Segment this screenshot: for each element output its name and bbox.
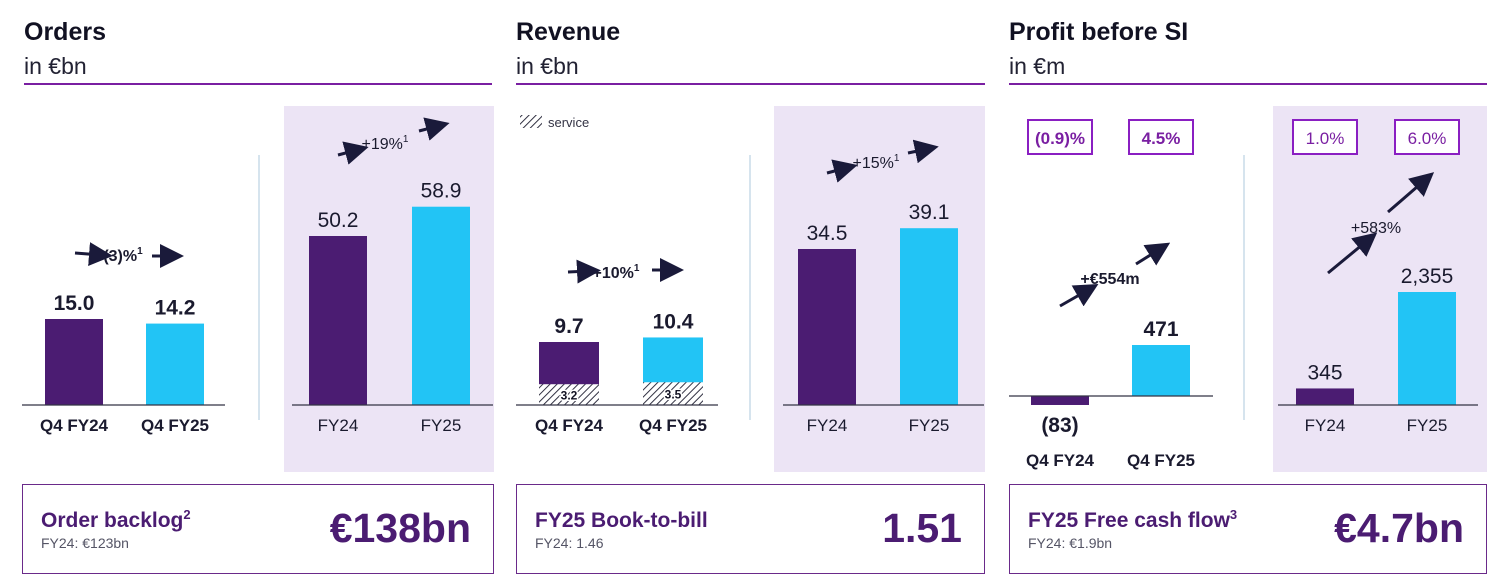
kpi-subtext: FY24: 1.46 [535,535,604,551]
change-label: +583% [1351,220,1401,237]
profit-unit: in €m [1009,53,1066,79]
revenue-unit: in €bn [516,53,579,79]
service-label: 3.2 [561,389,578,403]
margin-label: (0.9)% [1035,129,1085,148]
profit-rule [1009,83,1487,85]
value-label: 58.9 [421,180,462,203]
kpi-subtext: FY24: €123bn [41,535,129,551]
kpi-value: 1.51 [882,505,962,551]
value-label: 50.2 [318,209,359,232]
kpi-free-cash-flow: FY25 Free cash flow3 FY24: €1.9bn €4.7bn [1009,484,1487,574]
change-arrow [74,242,113,267]
bar-q4-fy24 [45,319,103,405]
category-label: FY25 [1407,416,1448,435]
category-label: Q4 FY25 [141,416,209,435]
change-arrow [567,259,601,284]
change-label: +10%1 [593,263,640,282]
kpi-value: €138bn [329,505,471,551]
change-arrow [337,141,369,165]
service-legend-swatch [520,115,542,128]
category-label: Q4 FY24 [535,416,604,435]
bar-fy25 [1398,292,1456,405]
value-label: 345 [1307,361,1342,384]
change-arrow [1387,172,1435,214]
value-label: 39.1 [909,201,950,224]
service-segment [643,382,703,405]
bar-fy24 [309,236,367,405]
value-label: 14.2 [155,297,196,320]
value-label: 9.7 [554,315,583,338]
kpi-label: FY25 Book-to-bill [535,509,708,532]
category-label: Q4 FY24 [40,416,109,435]
change-label: (3)%1 [103,246,143,265]
kpi-label: FY25 Free cash flow3 [1028,507,1238,532]
category-label: FY24 [318,416,359,435]
kpi-label: Order backlog2 [41,507,191,532]
bar-fy25 [900,228,958,405]
change-label: +€554m [1080,271,1139,288]
value-label: 471 [1143,318,1178,341]
profit-title: Profit before SI [1009,18,1189,46]
change-arrow [826,159,858,183]
change-label: +19%1 [362,134,409,153]
revenue-rule [516,83,985,85]
value-label: 15.0 [54,292,95,315]
bar-fy24 [798,249,856,405]
change-arrow [418,117,450,141]
margin-label: 1.0% [1306,129,1345,148]
service-segment [539,384,599,405]
bar-q4-fy24 [1031,396,1089,405]
bar-fy25 [412,206,470,405]
change-label: +15%1 [853,153,900,172]
change-arrow [1135,242,1171,266]
margin-label: 4.5% [1142,129,1181,148]
margin-box [1128,119,1194,155]
kpi-book-to-bill: FY25 Book-to-bill FY24: 1.46 1.51 [516,484,985,574]
category-label: FY25 [909,416,950,435]
bar-q4-fy25 [1132,345,1190,396]
bar-fy24 [1296,388,1354,405]
margin-box [1027,119,1093,155]
category-label: FY24 [1305,416,1346,435]
change-arrow [1059,284,1099,308]
category-label: FY25 [421,416,462,435]
category-label: Q4 FY25 [1127,451,1195,470]
kpi-order-backlog: Order backlog2 FY24: €123bn €138bn [22,484,494,574]
change-arrow [1327,232,1378,275]
kpi-value: €4.7bn [1334,505,1464,551]
orders-unit: in €bn [24,53,87,79]
category-label: FY24 [807,416,848,435]
value-label: (83) [1041,414,1078,437]
orders-title: Orders [24,18,106,46]
kpi-subtext: FY24: €1.9bn [1028,535,1113,551]
change-arrow [907,139,939,164]
orders-rule [24,83,492,85]
category-label: Q4 FY25 [639,416,707,435]
value-label: 10.4 [653,310,694,333]
revenue-title: Revenue [516,18,621,46]
service-legend-label: service [548,115,589,130]
value-label: 2,355 [1401,265,1454,288]
margin-label: 6.0% [1408,129,1447,148]
value-label: 34.5 [807,222,848,245]
service-label: 3.5 [665,388,682,402]
bar-q4-fy25 [146,323,204,405]
highlight-panel [1273,106,1487,472]
category-label: Q4 FY24 [1026,451,1095,470]
margin-box [1292,119,1358,155]
margin-box [1394,119,1460,155]
